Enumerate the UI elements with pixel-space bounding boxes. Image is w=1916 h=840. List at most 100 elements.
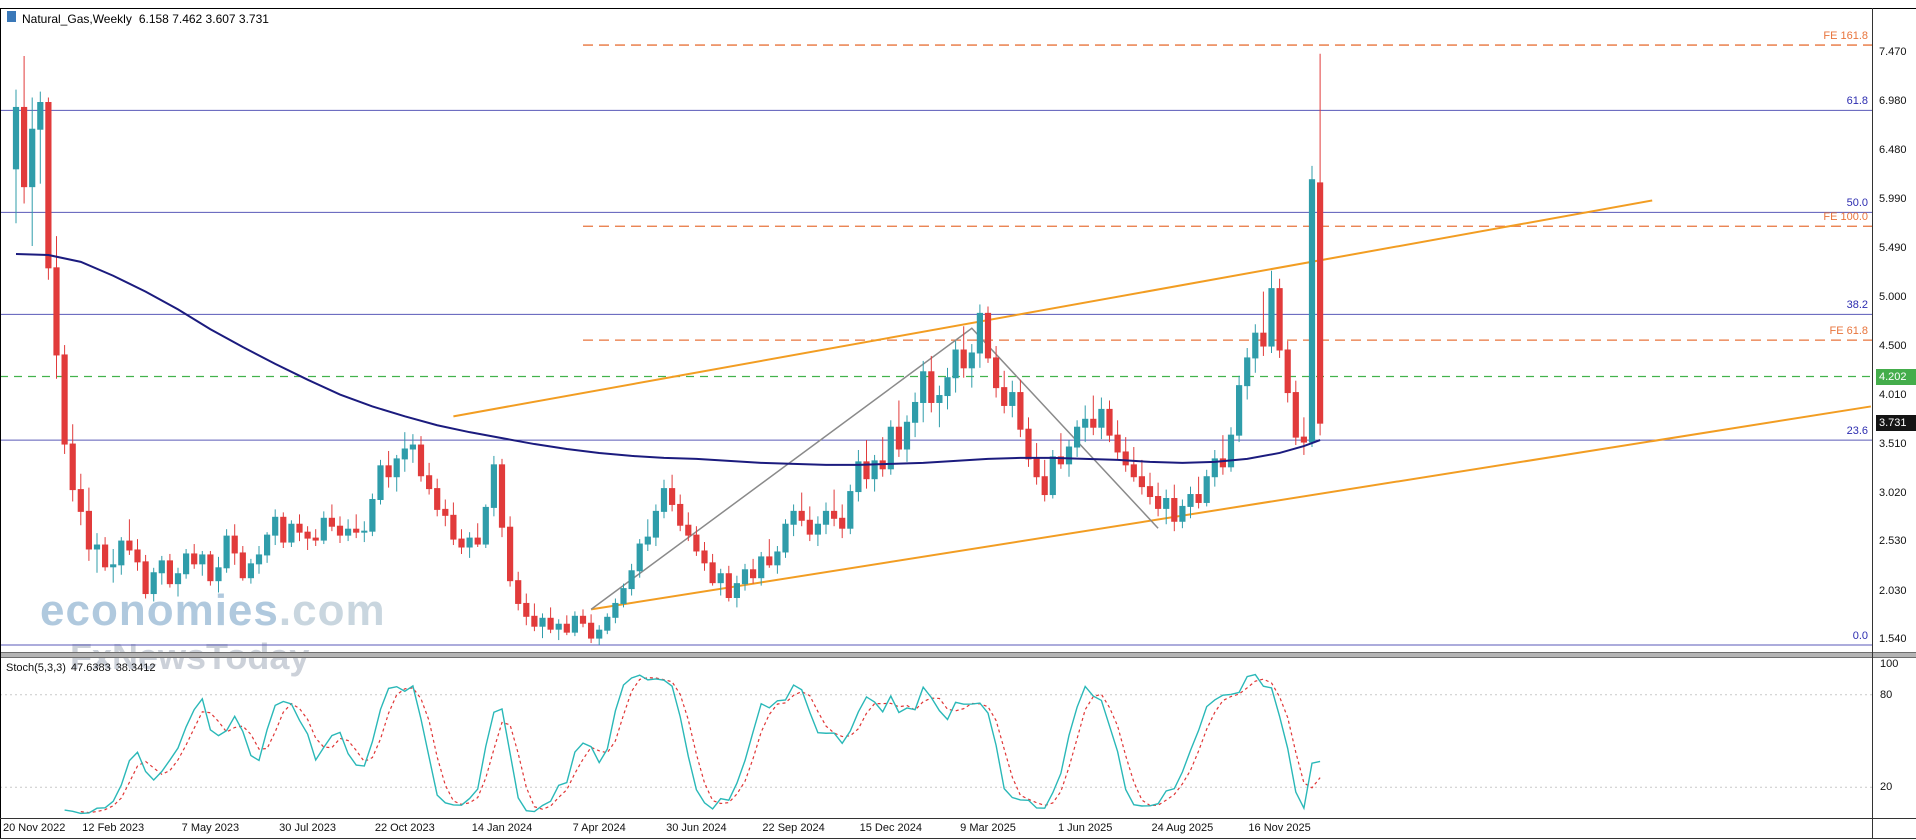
- candle-body: [1082, 418, 1089, 428]
- indicator-k-value: 47.6383: [70, 662, 111, 674]
- price-tick: 6.480: [1879, 144, 1907, 156]
- candle-body: [571, 615, 578, 633]
- candle-body: [733, 583, 740, 599]
- candle-body: [320, 517, 327, 541]
- price-tick: 3.510: [1879, 438, 1907, 451]
- price-tick: 4.010: [1879, 388, 1907, 401]
- candle-body: [1244, 357, 1251, 387]
- candle-body: [215, 567, 222, 582]
- candle-body: [507, 526, 514, 582]
- candle-body: [37, 102, 44, 130]
- candle-body: [134, 549, 141, 563]
- candle-body: [369, 498, 376, 532]
- candle-body: [385, 465, 392, 478]
- candle-body: [644, 536, 651, 545]
- candle-body: [191, 553, 198, 565]
- candle-body: [158, 560, 165, 574]
- candle-body: [677, 503, 684, 526]
- candle-body: [239, 552, 246, 579]
- ma-polyline[interactable]: [15, 252, 1321, 466]
- candle-body: [85, 510, 93, 550]
- candle-body: [231, 535, 238, 554]
- price-tick: 7.470: [1879, 46, 1907, 58]
- price-axis[interactable]: 7.470 6.980 6.480 5.990 5.490 5.000 4.500 4.010…: [1876, 0, 1916, 840]
- candle-body: [984, 312, 992, 359]
- candle-body: [1300, 436, 1308, 443]
- lower-channel-trendline[interactable]: [590, 405, 1872, 611]
- candle-body: [166, 560, 174, 585]
- trend-channel-lines: [453, 199, 1872, 611]
- candle-body: [920, 371, 927, 403]
- candle-body: [863, 461, 870, 480]
- candle-body: [45, 102, 52, 269]
- candle-body: [701, 550, 708, 564]
- candle-body: [434, 488, 441, 510]
- candle-body: [895, 426, 902, 450]
- chart-title: Natural_Gas,Weekly 6.158 7.462 3.607 3.73…: [22, 12, 269, 26]
- candle-body: [1308, 179, 1316, 443]
- candle-body: [255, 554, 263, 565]
- candle-body: [766, 556, 773, 566]
- candle-body: [199, 554, 206, 565]
- candle-body: [336, 525, 344, 536]
- candle-body: [758, 556, 765, 579]
- candle-body: [1252, 332, 1259, 359]
- candle-body: [1033, 458, 1040, 478]
- candle-body: [1163, 498, 1170, 509]
- candle-body: [1292, 392, 1299, 438]
- stochastic-plot: [0, 673, 1872, 815]
- candle-body: [264, 534, 271, 556]
- pattern-polyline[interactable]: [590, 327, 1159, 610]
- panel-divider: [0, 652, 1916, 658]
- candle-body: [741, 569, 749, 585]
- candle-body: [839, 517, 846, 529]
- candle-body: [1268, 288, 1275, 347]
- candle-body: [247, 563, 255, 579]
- candle-body: [223, 535, 230, 569]
- candle-body: [296, 523, 303, 533]
- candle-body: [1041, 476, 1048, 496]
- candle-body: [466, 537, 473, 548]
- candle-body: [272, 516, 279, 536]
- chart-borders: [0, 8, 1916, 839]
- candle-body: [361, 530, 368, 533]
- candle-body: [750, 569, 757, 579]
- candle-body: [798, 510, 805, 521]
- candle-body: [515, 580, 522, 604]
- candle-body: [1317, 182, 1324, 424]
- candle-body: [490, 464, 497, 508]
- candle-body: [53, 267, 60, 356]
- candle-body: [328, 517, 335, 527]
- candle-body: [288, 523, 295, 543]
- candle-body: [417, 444, 425, 477]
- candle-body: [183, 553, 190, 575]
- candle-body: [69, 443, 76, 491]
- candle-body: [61, 354, 68, 445]
- candle-body: [312, 537, 319, 541]
- candle-body: [806, 519, 813, 535]
- watermark-brand-suffix: .com: [278, 586, 386, 635]
- upper-channel-trendline[interactable]: [453, 199, 1653, 418]
- candle-body: [563, 623, 570, 633]
- candle-body: [1001, 387, 1008, 406]
- candle-body: [1187, 494, 1194, 507]
- candlesticks: [12, 53, 1324, 646]
- candle-body: [693, 534, 700, 552]
- price-tick: 2.030: [1879, 584, 1907, 597]
- candle-body: [628, 570, 635, 590]
- price-tick: 4.500: [1879, 340, 1907, 353]
- candle-body: [401, 448, 408, 460]
- candle-body: [150, 572, 157, 595]
- candle-body: [207, 554, 214, 582]
- candle-body: [952, 349, 959, 379]
- candle-body: [142, 561, 149, 595]
- stoch-d-line: [80, 677, 1321, 814]
- candle-body: [1203, 476, 1210, 503]
- candle-body: [596, 629, 603, 639]
- candle-body: [944, 377, 951, 397]
- price-tick: 2.530: [1879, 535, 1907, 548]
- divider-bar[interactable]: [0, 652, 1916, 658]
- candle-body: [1195, 494, 1202, 503]
- candle-body: [1090, 418, 1097, 428]
